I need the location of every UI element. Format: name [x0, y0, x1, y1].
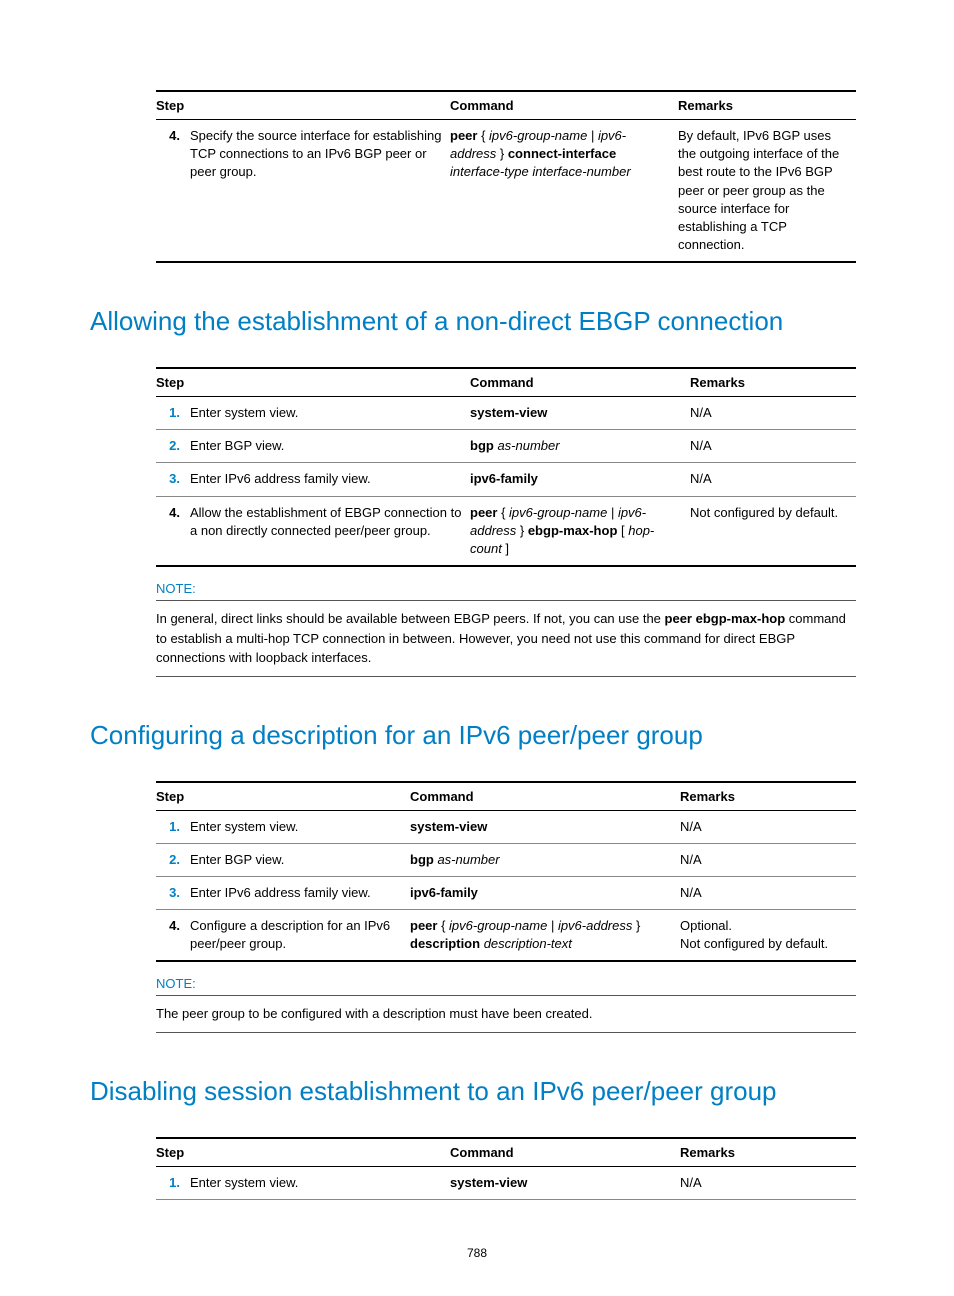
th-remarks: Remarks: [678, 91, 856, 120]
th-step: Step: [156, 368, 470, 397]
step-description: Enter IPv6 address family view.: [190, 876, 410, 909]
step-description: Enter system view.: [190, 810, 410, 843]
note-text: In general, direct links should be avail…: [156, 609, 856, 677]
heading-disabling: Disabling session establishment to an IP…: [90, 1075, 864, 1109]
step-remarks: N/A: [680, 876, 856, 909]
step-number: 4.: [156, 120, 190, 263]
table-row: 1.Enter system view.system-viewN/A: [156, 1166, 856, 1199]
step-description: Enter system view.: [190, 397, 470, 430]
step-command: ipv6-family: [470, 463, 690, 496]
table-source-interface: Step Command Remarks 4.Specify the sourc…: [156, 90, 856, 263]
step-command: peer { ipv6-group-name | ipv6-address } …: [450, 120, 678, 263]
table-row: 4.Specify the source interface for estab…: [156, 120, 856, 263]
table-row: 1.Enter system view.system-viewN/A: [156, 397, 856, 430]
th-remarks: Remarks: [680, 782, 856, 811]
step-description: Specify the source interface for establi…: [190, 120, 450, 263]
step-number: 1.: [156, 397, 190, 430]
th-command: Command: [450, 91, 678, 120]
table-disabling: Step Command Remarks 1.Enter system view…: [156, 1137, 856, 1200]
step-description: Allow the establishment of EBGP connecti…: [190, 496, 470, 566]
step-description: Enter system view.: [190, 1166, 450, 1199]
note-label: NOTE:: [156, 581, 856, 601]
step-command: peer { ipv6-group-name | ipv6-address } …: [470, 496, 690, 566]
step-command: bgp as-number: [410, 843, 680, 876]
step-command: bgp as-number: [470, 430, 690, 463]
step-number: 1.: [156, 1166, 190, 1199]
step-description: Enter IPv6 address family view.: [190, 463, 470, 496]
step-remarks: N/A: [680, 810, 856, 843]
step-remarks: N/A: [680, 843, 856, 876]
step-remarks: By default, IPv6 BGP uses the outgoing i…: [678, 120, 856, 263]
step-number: 4.: [156, 496, 190, 566]
table-row: 3.Enter IPv6 address family view.ipv6-fa…: [156, 876, 856, 909]
th-remarks: Remarks: [680, 1138, 856, 1167]
note-label: NOTE:: [156, 976, 856, 996]
step-description: Enter BGP view.: [190, 430, 470, 463]
th-command: Command: [470, 368, 690, 397]
table-description: Step Command Remarks 1.Enter system view…: [156, 781, 856, 963]
th-step: Step: [156, 782, 410, 811]
step-number: 1.: [156, 810, 190, 843]
step-number: 3.: [156, 876, 190, 909]
table-row: 2.Enter BGP view.bgp as-numberN/A: [156, 843, 856, 876]
note-ebgp: NOTE: In general, direct links should be…: [156, 581, 856, 677]
step-remarks: N/A: [690, 430, 856, 463]
table-row: 2.Enter BGP view.bgp as-numberN/A: [156, 430, 856, 463]
step-command: system-view: [410, 810, 680, 843]
heading-ebgp: Allowing the establishment of a non-dire…: [90, 305, 864, 339]
th-step: Step: [156, 91, 450, 120]
table-row: 1.Enter system view.system-viewN/A: [156, 810, 856, 843]
step-command: system-view: [450, 1166, 680, 1199]
th-command: Command: [450, 1138, 680, 1167]
table-row: 3.Enter IPv6 address family view.ipv6-fa…: [156, 463, 856, 496]
heading-description: Configuring a description for an IPv6 pe…: [90, 719, 864, 753]
step-description: Configure a description for an IPv6 peer…: [190, 910, 410, 962]
step-number: 2.: [156, 430, 190, 463]
page-number: 788: [0, 1246, 954, 1260]
step-remarks: Optional.Not configured by default.: [680, 910, 856, 962]
th-remarks: Remarks: [690, 368, 856, 397]
step-command: peer { ipv6-group-name | ipv6-address } …: [410, 910, 680, 962]
step-remarks: N/A: [690, 397, 856, 430]
page-content: Step Command Remarks 4.Specify the sourc…: [90, 90, 864, 1200]
step-number: 2.: [156, 843, 190, 876]
note-description: NOTE: The peer group to be configured wi…: [156, 976, 856, 1033]
th-command: Command: [410, 782, 680, 811]
step-remarks: N/A: [690, 463, 856, 496]
step-command: ipv6-family: [410, 876, 680, 909]
table-row: 4.Configure a description for an IPv6 pe…: [156, 910, 856, 962]
step-description: Enter BGP view.: [190, 843, 410, 876]
note-text: The peer group to be configured with a d…: [156, 1004, 856, 1033]
table-row: 4.Allow the establishment of EBGP connec…: [156, 496, 856, 566]
step-command: system-view: [470, 397, 690, 430]
step-number: 3.: [156, 463, 190, 496]
step-remarks: N/A: [680, 1166, 856, 1199]
step-number: 4.: [156, 910, 190, 962]
table-ebgp: Step Command Remarks 1.Enter system view…: [156, 367, 856, 567]
step-remarks: Not configured by default.: [690, 496, 856, 566]
th-step: Step: [156, 1138, 450, 1167]
